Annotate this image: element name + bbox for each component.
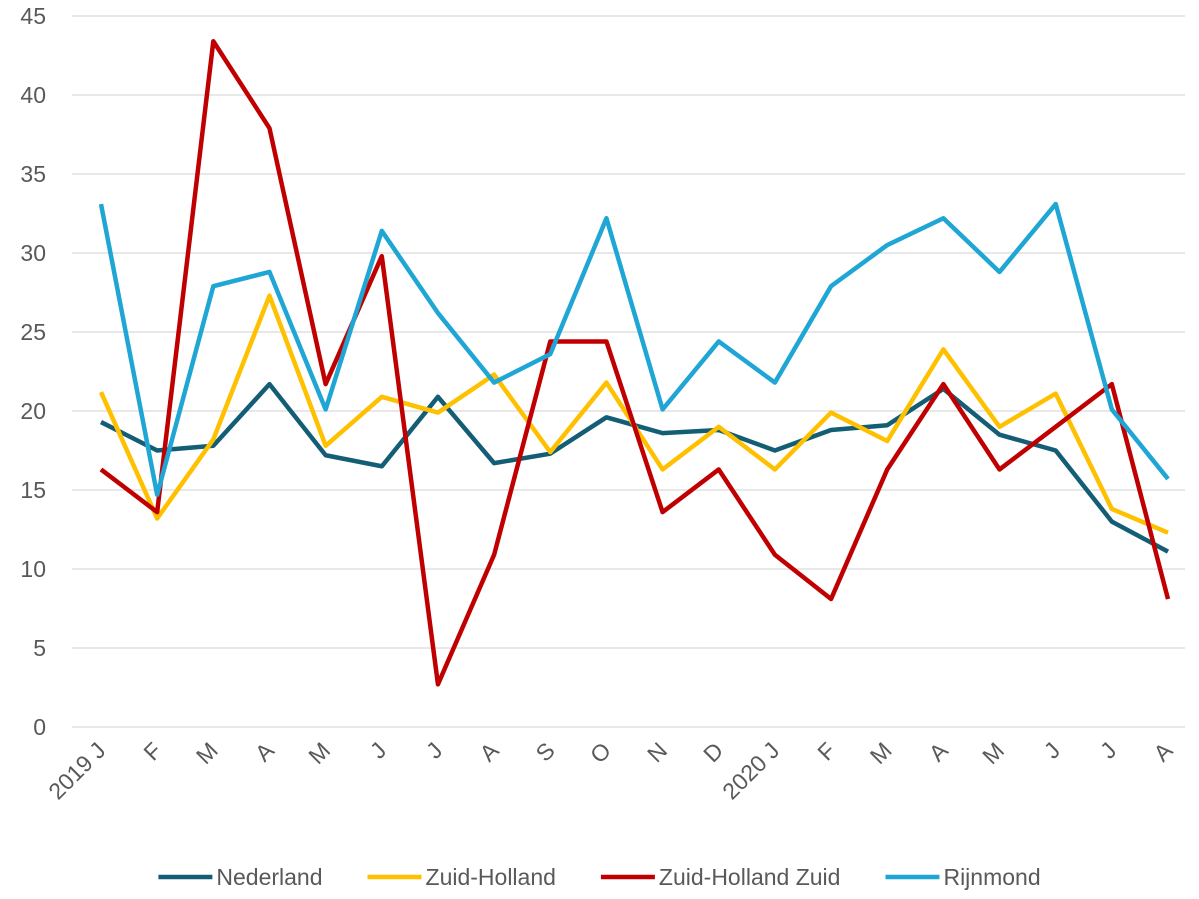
legend-label: Zuid-Holland xyxy=(426,864,556,890)
y-tick-label: 35 xyxy=(20,161,46,187)
series-line xyxy=(99,381,1170,554)
y-tick-label: 30 xyxy=(20,240,46,266)
y-tick-label: 15 xyxy=(20,477,46,503)
legend-label: Rijnmond xyxy=(943,864,1040,890)
y-tick-label: 45 xyxy=(20,3,46,29)
x-tick-label: 2020 J xyxy=(717,737,784,804)
x-tick-label: M xyxy=(865,737,897,769)
x-tick-label: D xyxy=(698,737,728,767)
x-tick-label: F xyxy=(138,737,166,765)
x-tick-label: M xyxy=(303,737,335,769)
legend-label: Zuid-Holland Zuid xyxy=(659,864,841,890)
x-tick-label: J xyxy=(1039,737,1066,764)
y-tick-label: 25 xyxy=(20,319,46,345)
y-tick-label: 5 xyxy=(33,635,46,661)
x-tick-label: M xyxy=(191,737,223,769)
legend-label: Nederland xyxy=(216,864,322,890)
y-tick-label: 0 xyxy=(33,714,46,740)
series-line xyxy=(98,293,1169,535)
y-tick-label: 10 xyxy=(20,556,46,582)
x-tick-label: N xyxy=(642,737,672,767)
x-tick-label: O xyxy=(585,737,616,768)
x-tick-label: J xyxy=(421,737,448,764)
x-tick-label: A xyxy=(474,737,504,767)
series-line xyxy=(98,201,1170,497)
y-tick-label: 20 xyxy=(20,398,46,424)
x-tick-label: S xyxy=(531,737,560,766)
y-tick-label: 40 xyxy=(20,82,46,108)
x-tick-label: J xyxy=(365,737,392,764)
x-tick-label: A xyxy=(924,737,954,767)
x-tick-label: A xyxy=(1148,737,1178,767)
x-tick-label: J xyxy=(1095,737,1122,764)
x-tick-label: F xyxy=(812,737,840,765)
series-line xyxy=(99,39,1171,687)
x-tick-label: M xyxy=(977,737,1009,769)
x-tick-label: A xyxy=(250,737,280,767)
x-tick-label: 2019 J xyxy=(43,737,110,804)
